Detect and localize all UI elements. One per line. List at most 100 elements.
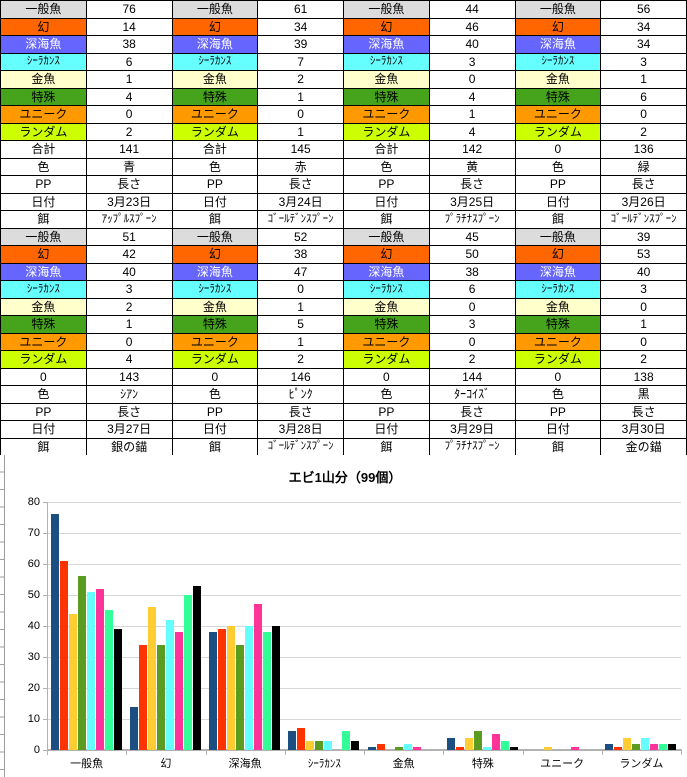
cell-pp-label[interactable]: PP	[172, 176, 259, 194]
cell-bait-value[interactable]: ｱｯﾌﾟﾙｽﾌﾟｰﾝ	[86, 211, 173, 229]
cell-category-count[interactable]: 3	[86, 281, 173, 299]
cell-category-count[interactable]: 0	[258, 106, 344, 124]
cell-date-label[interactable]: 日付	[172, 193, 259, 211]
cell-category-count[interactable]: 7	[258, 53, 344, 71]
cell-category-count[interactable]: 53	[601, 246, 687, 264]
cell-category-label[interactable]: 金魚	[1, 298, 87, 316]
cell-color-label[interactable]: 色	[344, 158, 430, 176]
cell-date-label[interactable]: 日付	[515, 193, 602, 211]
cell-total-label[interactable]: 0	[344, 368, 430, 386]
cell-category-count[interactable]: 2	[258, 71, 344, 89]
cell-bait-value[interactable]: ｺﾞｰﾙﾃﾞﾝｽﾌﾟｰﾝ	[258, 438, 344, 456]
cell-category-label[interactable]: 一般魚	[344, 228, 430, 246]
cell-bait-value[interactable]: 銀の錨	[86, 438, 173, 456]
cell-category-count[interactable]: 1	[258, 298, 344, 316]
cell-category-label[interactable]: ｼｰﾗｶﾝｽ	[1, 53, 87, 71]
cell-pp-label[interactable]: PP	[515, 403, 602, 421]
cell-category-label[interactable]: 幻	[515, 246, 602, 264]
cell-bait-value[interactable]: ｺﾞｰﾙﾃﾞﾝｽﾌﾟｰﾝ	[258, 211, 344, 229]
cell-color-value[interactable]: ﾀｰｺｲｽﾞ	[429, 386, 516, 404]
cell-category-label[interactable]: 深海魚	[515, 36, 602, 54]
cell-bait-label[interactable]: 餌	[515, 438, 602, 456]
cell-color-label[interactable]: 色	[1, 158, 87, 176]
cell-date-label[interactable]: 日付	[344, 193, 430, 211]
cell-category-count[interactable]: 2	[601, 123, 687, 141]
cell-category-label[interactable]: 金魚	[344, 298, 430, 316]
cell-pp-value[interactable]: 長さ	[601, 403, 687, 421]
cell-category-count[interactable]: 38	[429, 263, 516, 281]
cell-total-value[interactable]: 145	[258, 141, 344, 159]
cell-category-label[interactable]: 一般魚	[344, 1, 430, 19]
cell-category-count[interactable]: 1	[429, 106, 516, 124]
cell-color-value[interactable]: ｼｱﾝ	[86, 386, 173, 404]
cell-category-count[interactable]: 4	[429, 123, 516, 141]
cell-category-count[interactable]: 1	[258, 123, 344, 141]
cell-category-label[interactable]: ユニーク	[172, 333, 259, 351]
cell-category-count[interactable]: 2	[429, 351, 516, 369]
cell-category-count[interactable]: 39	[258, 36, 344, 54]
cell-category-label[interactable]: 特殊	[172, 316, 259, 334]
cell-category-label[interactable]: ｼｰﾗｶﾝｽ	[344, 53, 430, 71]
cell-category-count[interactable]: 14	[86, 18, 173, 36]
cell-date-value[interactable]: 3月23日	[86, 193, 173, 211]
cell-total-value[interactable]: 136	[601, 141, 687, 159]
cell-pp-label[interactable]: PP	[515, 176, 602, 194]
cell-color-label[interactable]: 色	[172, 386, 259, 404]
cell-date-label[interactable]: 日付	[172, 421, 259, 439]
cell-total-label[interactable]: 0	[515, 368, 602, 386]
cell-color-label[interactable]: 色	[515, 158, 602, 176]
cell-category-count[interactable]: 44	[429, 1, 516, 19]
cell-category-count[interactable]: 6	[429, 281, 516, 299]
cell-category-count[interactable]: 34	[601, 36, 687, 54]
cell-total-value[interactable]: 142	[429, 141, 516, 159]
cell-category-count[interactable]: 38	[258, 246, 344, 264]
cell-bait-label[interactable]: 餌	[515, 211, 602, 229]
cell-category-label[interactable]: ｼｰﾗｶﾝｽ	[1, 281, 87, 299]
cell-category-count[interactable]: 0	[429, 71, 516, 89]
cell-category-label[interactable]: ランダム	[344, 123, 430, 141]
cell-color-label[interactable]: 色	[515, 386, 602, 404]
cell-total-label[interactable]: 0	[1, 368, 87, 386]
cell-category-count[interactable]: 3	[429, 316, 516, 334]
cell-color-value[interactable]: ﾋﾟﾝｸ	[258, 386, 344, 404]
cell-pp-label[interactable]: PP	[344, 176, 430, 194]
cell-category-label[interactable]: 深海魚	[172, 263, 259, 281]
cell-category-label[interactable]: ユニーク	[172, 106, 259, 124]
cell-total-value[interactable]: 138	[601, 368, 687, 386]
cell-category-label[interactable]: 一般魚	[172, 1, 259, 19]
cell-category-count[interactable]: 0	[86, 106, 173, 124]
cell-pp-value[interactable]: 長さ	[86, 403, 173, 421]
cell-category-label[interactable]: ランダム	[1, 123, 87, 141]
cell-category-label[interactable]: 幻	[172, 246, 259, 264]
cell-category-label[interactable]: 金魚	[172, 298, 259, 316]
cell-category-count[interactable]: 45	[429, 228, 516, 246]
cell-date-value[interactable]: 3月30日	[601, 421, 687, 439]
cell-category-count[interactable]: 2	[258, 351, 344, 369]
cell-category-count[interactable]: 0	[258, 281, 344, 299]
cell-category-label[interactable]: 深海魚	[515, 263, 602, 281]
cell-category-label[interactable]: 幻	[515, 18, 602, 36]
cell-category-count[interactable]: 1	[601, 316, 687, 334]
cell-category-label[interactable]: ユニーク	[1, 333, 87, 351]
cell-date-value[interactable]: 3月29日	[429, 421, 516, 439]
cell-category-label[interactable]: 深海魚	[1, 263, 87, 281]
cell-pp-value[interactable]: 長さ	[86, 176, 173, 194]
cell-category-count[interactable]: 0	[601, 106, 687, 124]
cell-category-label[interactable]: 幻	[1, 246, 87, 264]
cell-bait-value[interactable]: 金の錨	[601, 438, 687, 456]
cell-pp-value[interactable]: 長さ	[258, 403, 344, 421]
cell-category-count[interactable]: 46	[429, 18, 516, 36]
cell-category-count[interactable]: 0	[86, 333, 173, 351]
cell-color-value[interactable]: 赤	[258, 158, 344, 176]
cell-category-label[interactable]: 一般魚	[172, 228, 259, 246]
cell-color-value[interactable]: 黒	[601, 386, 687, 404]
cell-date-label[interactable]: 日付	[515, 421, 602, 439]
cell-category-label[interactable]: ｼｰﾗｶﾝｽ	[515, 53, 602, 71]
cell-category-label[interactable]: ｼｰﾗｶﾝｽ	[172, 281, 259, 299]
cell-bait-label[interactable]: 餌	[344, 211, 430, 229]
cell-category-label[interactable]: 深海魚	[344, 263, 430, 281]
cell-category-count[interactable]: 6	[86, 53, 173, 71]
cell-category-count[interactable]: 47	[258, 263, 344, 281]
cell-total-value[interactable]: 141	[86, 141, 173, 159]
cell-total-value[interactable]: 143	[86, 368, 173, 386]
